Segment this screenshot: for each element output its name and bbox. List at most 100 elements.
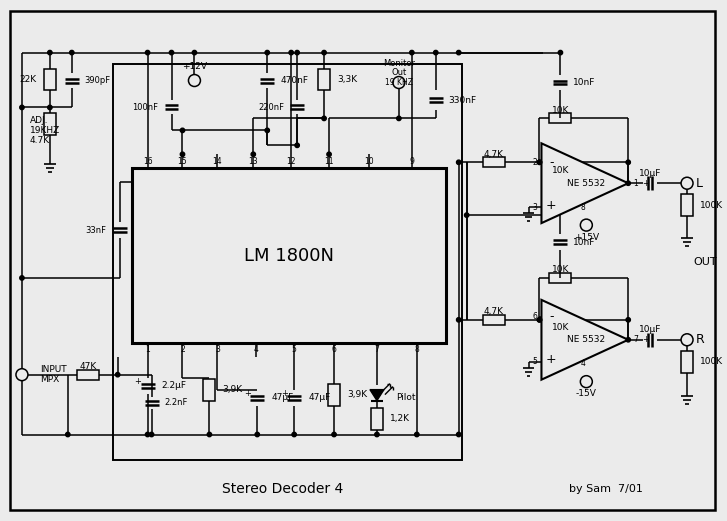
Text: 15: 15 [177, 157, 188, 166]
Text: 10µF: 10µF [639, 325, 662, 334]
Circle shape [70, 51, 74, 55]
Circle shape [414, 432, 419, 437]
Text: INPUT: INPUT [40, 365, 66, 374]
Text: 14: 14 [212, 157, 222, 166]
Text: 100K: 100K [700, 357, 723, 366]
Text: 3,3K: 3,3K [337, 75, 357, 84]
Bar [483, 315, 505, 325]
Text: 3,9K: 3,9K [222, 385, 243, 394]
Bar [550, 273, 571, 283]
Text: NE 5532: NE 5532 [567, 336, 606, 344]
Text: 3: 3 [215, 345, 220, 354]
Bar [44, 114, 56, 135]
Circle shape [295, 143, 300, 147]
Circle shape [558, 51, 563, 55]
Text: +: + [281, 389, 288, 398]
Circle shape [580, 219, 593, 231]
Circle shape [626, 338, 630, 342]
Circle shape [397, 116, 401, 120]
Text: 16: 16 [142, 157, 153, 166]
Text: 1: 1 [145, 345, 150, 354]
Circle shape [192, 51, 196, 55]
Text: 2.2µF: 2.2µF [161, 381, 187, 390]
Text: +: + [546, 199, 557, 212]
Text: 390pF: 390pF [85, 76, 111, 85]
Text: 19 KHZ: 19 KHZ [385, 78, 413, 87]
Circle shape [149, 432, 154, 437]
Text: 13: 13 [249, 157, 258, 166]
Bar [550, 157, 571, 167]
Circle shape [457, 160, 461, 165]
Text: 4.7K: 4.7K [30, 136, 50, 145]
Text: 5: 5 [292, 345, 297, 354]
Circle shape [48, 51, 52, 55]
Circle shape [292, 432, 297, 437]
Text: 7: 7 [374, 345, 379, 354]
Text: 47µF: 47µF [308, 393, 330, 402]
Text: R: R [696, 333, 704, 346]
Text: 330nF: 330nF [449, 96, 477, 105]
Text: 470nF: 470nF [280, 76, 308, 85]
Circle shape [537, 318, 542, 322]
Circle shape [48, 105, 52, 109]
Text: 2: 2 [533, 158, 537, 167]
Circle shape [180, 128, 185, 132]
Text: 6: 6 [533, 313, 537, 321]
Text: -: - [549, 156, 554, 169]
Bar [483, 157, 505, 167]
Text: 10K: 10K [552, 166, 569, 175]
Text: 12: 12 [286, 157, 296, 166]
Circle shape [20, 105, 24, 109]
Text: +: + [244, 389, 251, 398]
Circle shape [16, 369, 28, 381]
Text: 11: 11 [324, 157, 334, 166]
Text: LM 1800N: LM 1800N [244, 246, 334, 265]
Text: 1,2K: 1,2K [390, 414, 410, 423]
Circle shape [188, 75, 201, 86]
Bar [371, 407, 383, 429]
Text: 3: 3 [533, 203, 537, 212]
Text: 4: 4 [254, 345, 259, 354]
Text: 47µF: 47µF [271, 393, 294, 402]
Text: 10K: 10K [552, 266, 569, 275]
Text: 22K: 22K [20, 75, 37, 84]
Text: +: + [546, 353, 557, 366]
Bar [44, 69, 56, 91]
Circle shape [145, 51, 150, 55]
Text: +: + [642, 336, 648, 344]
Circle shape [393, 77, 405, 89]
Text: L: L [696, 177, 703, 190]
Circle shape [465, 213, 469, 217]
Text: 4,7K: 4,7K [483, 307, 504, 316]
Text: 8: 8 [581, 203, 586, 212]
Text: ADJ.: ADJ. [30, 116, 49, 125]
Circle shape [295, 51, 300, 55]
Circle shape [169, 51, 174, 55]
Text: NE 5532: NE 5532 [567, 179, 606, 188]
Text: 10nF: 10nF [574, 78, 595, 87]
Bar [328, 383, 340, 405]
Circle shape [626, 318, 630, 322]
Text: 5: 5 [533, 357, 537, 366]
Text: 7: 7 [633, 336, 638, 344]
Text: 4: 4 [581, 359, 586, 368]
Circle shape [265, 128, 270, 132]
Circle shape [322, 116, 326, 120]
Text: Monitor: Monitor [383, 59, 415, 68]
Circle shape [327, 152, 332, 156]
Circle shape [433, 51, 438, 55]
Bar [550, 315, 571, 325]
Circle shape [322, 51, 326, 55]
Circle shape [65, 432, 70, 437]
Text: +: + [134, 377, 141, 386]
Polygon shape [370, 390, 384, 401]
Text: +12V: +12V [182, 62, 207, 71]
Text: 10K: 10K [552, 324, 569, 332]
Bar [681, 351, 693, 373]
Text: 6: 6 [332, 345, 337, 354]
Circle shape [580, 376, 593, 388]
Text: 10K: 10K [552, 106, 569, 115]
Bar [132, 168, 446, 343]
Circle shape [457, 432, 461, 437]
Text: 2.2nF: 2.2nF [164, 398, 188, 407]
